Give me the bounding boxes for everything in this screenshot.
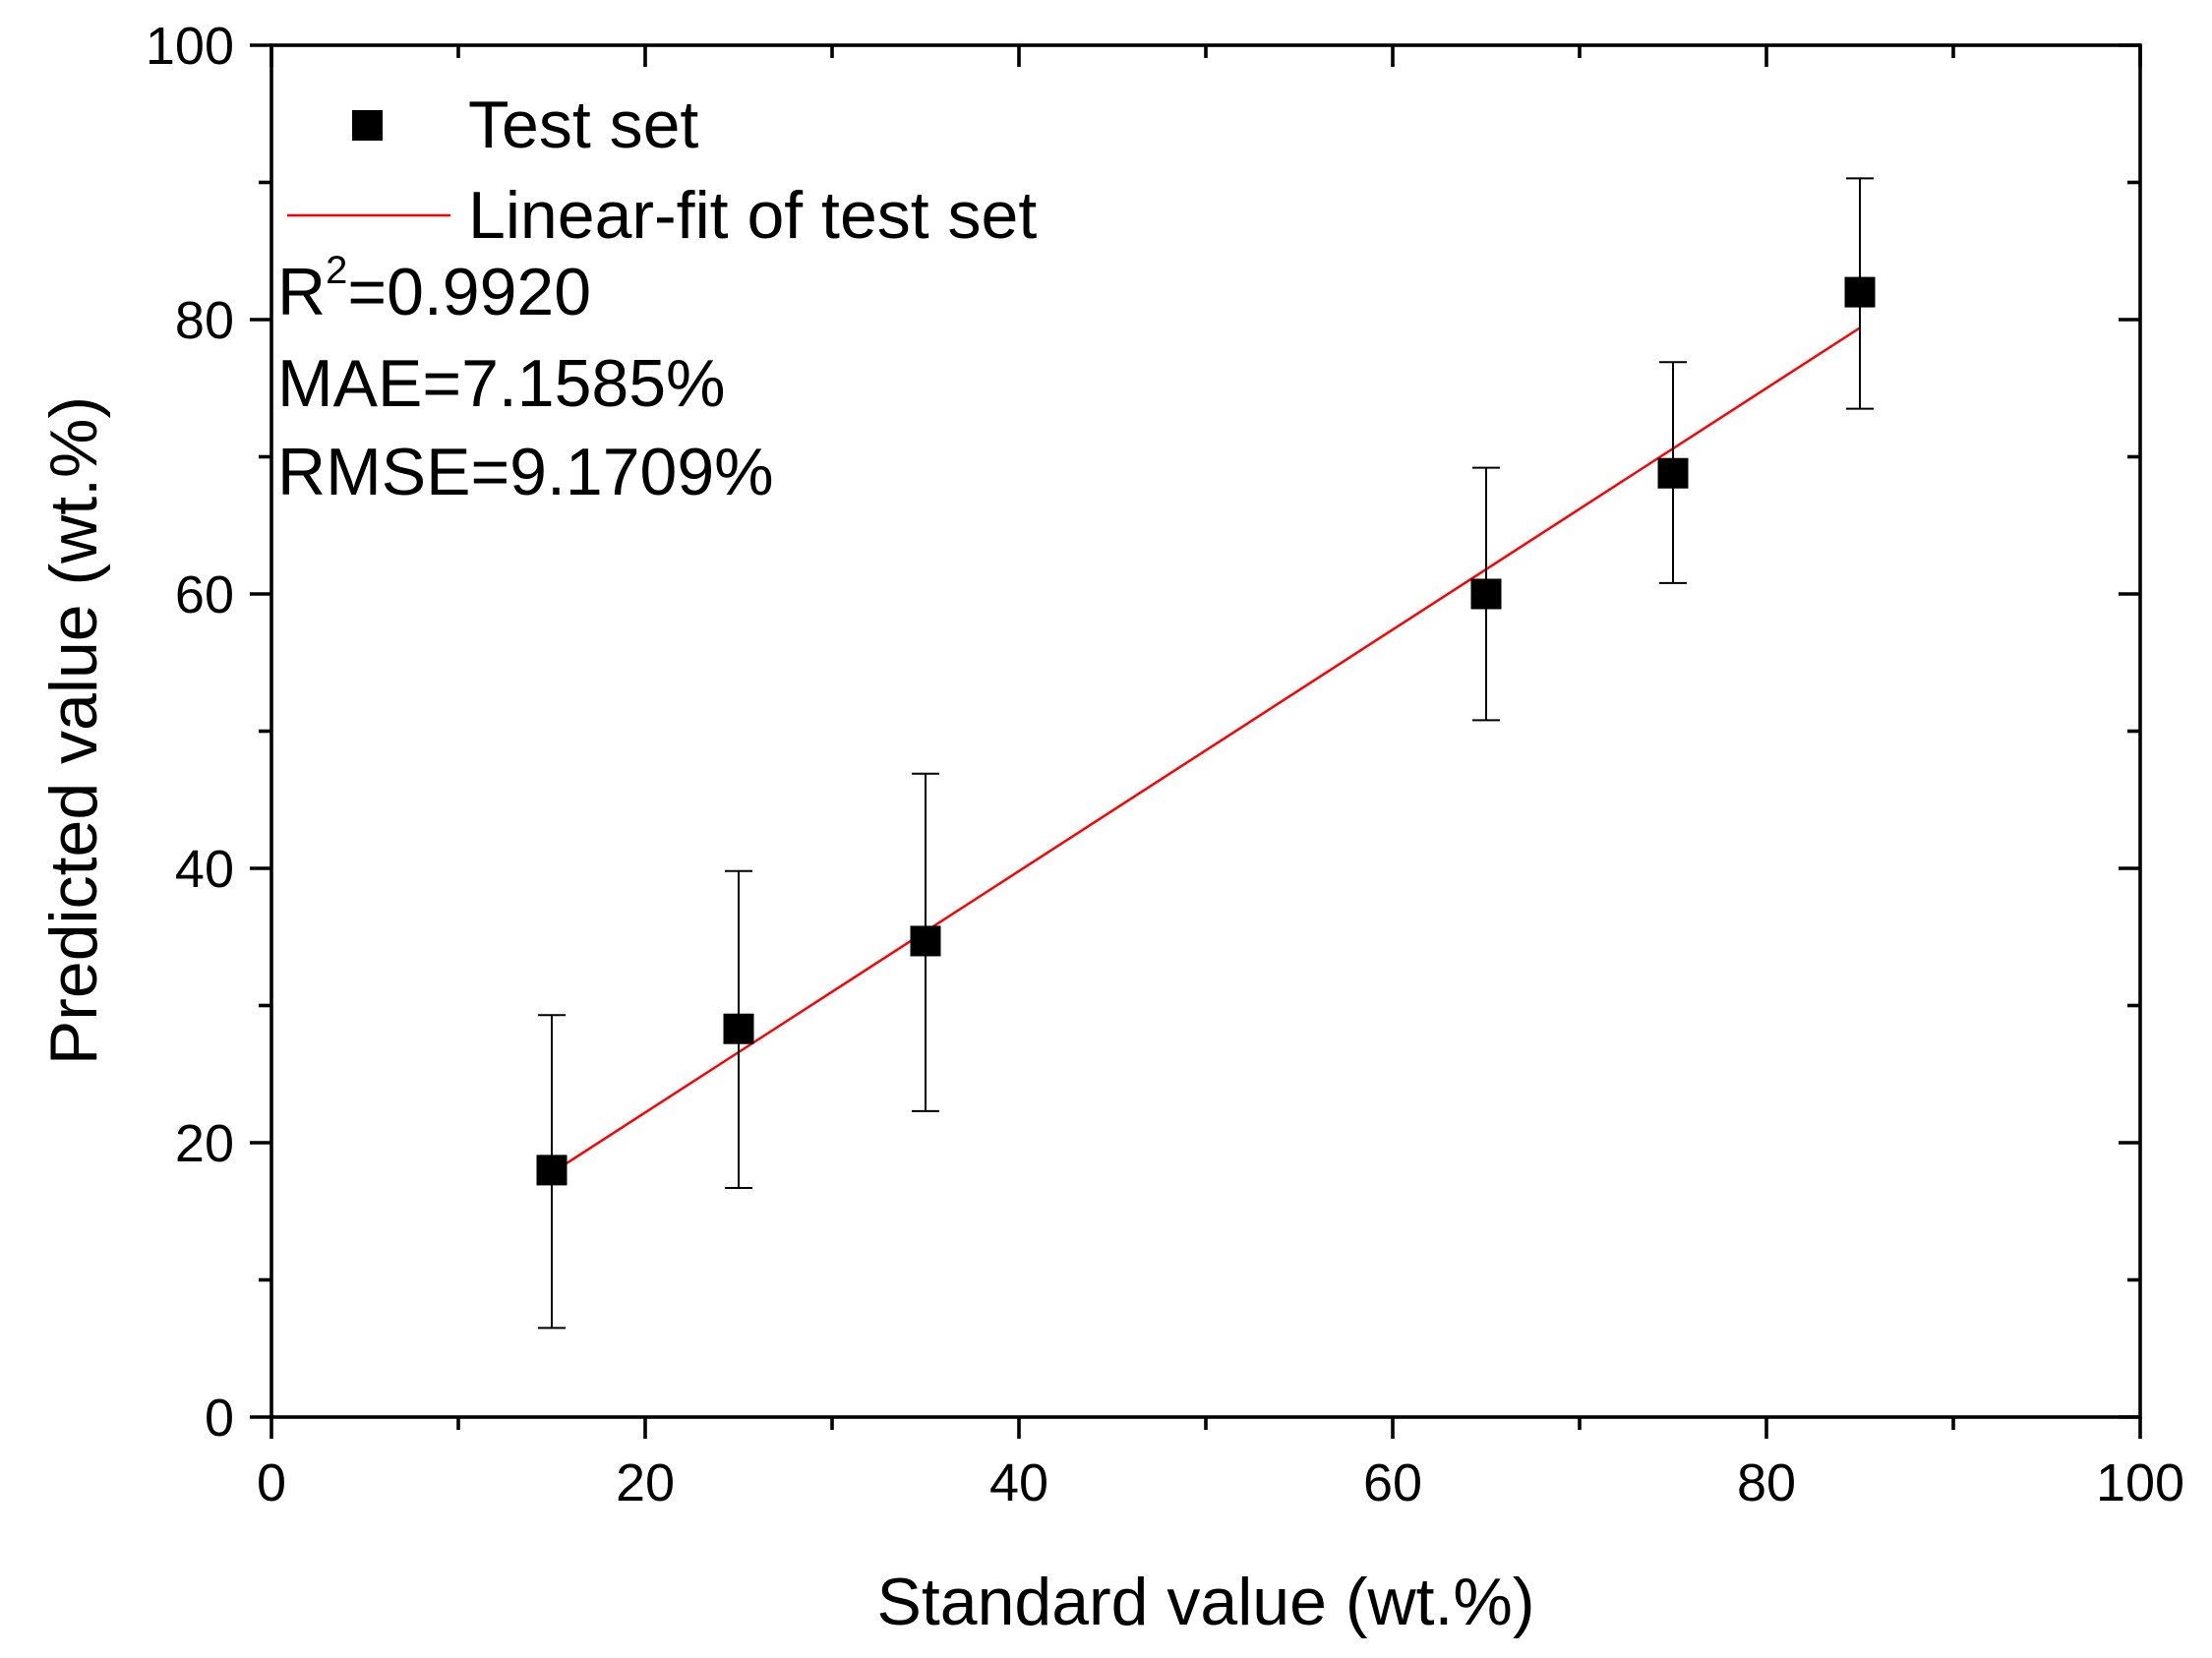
plot-frame [269,43,2142,1419]
data-point [1657,457,1689,489]
x-axis-title: Standard value (wt.%) [877,1565,1535,1639]
legend-marker-test-set [352,110,383,141]
y-tick-label: 80 [175,291,234,350]
y-tick-label: 100 [146,17,234,76]
data-point [910,925,941,957]
legend: Test set Linear-fit of test set [287,88,1037,253]
annotation-rmse: RMSE=9.1709% [277,435,774,509]
linear-fit-line [551,326,1861,1174]
annotation-mae: MAE=7.1585% [277,346,726,421]
x-tick-label: 0 [257,1453,286,1512]
x-tick-label: 60 [1363,1453,1422,1512]
x-tick-label: 80 [1737,1453,1796,1512]
y-axis-title: Predicted value (wt.%) [36,396,111,1065]
y-tick-label: 40 [175,840,234,899]
data-point [723,1013,754,1044]
annotation-r2: R2=0.9920 [277,249,591,329]
y-tick-label: 20 [175,1114,234,1173]
x-tick-label: 20 [616,1453,675,1512]
stats-annotations: R2=0.9920 MAE=7.1585% RMSE=9.1709% [277,249,774,509]
x-tick-label: 40 [989,1453,1048,1512]
annotation-r2-sup: 2 [326,249,347,292]
legend-label-test-set: Test set [468,88,698,162]
y-tick-label: 0 [205,1389,234,1448]
legend-label-linear-fit: Linear-fit of test set [468,178,1037,253]
annotation-r2-value: =0.9920 [347,255,591,329]
y-tick-label: 60 [175,565,234,624]
data-point [536,1155,568,1186]
data-point [1844,276,1876,308]
data-point [1470,578,1502,610]
annotation-r2-base: R [277,255,326,329]
x-tick-label: 100 [2096,1453,2184,1512]
